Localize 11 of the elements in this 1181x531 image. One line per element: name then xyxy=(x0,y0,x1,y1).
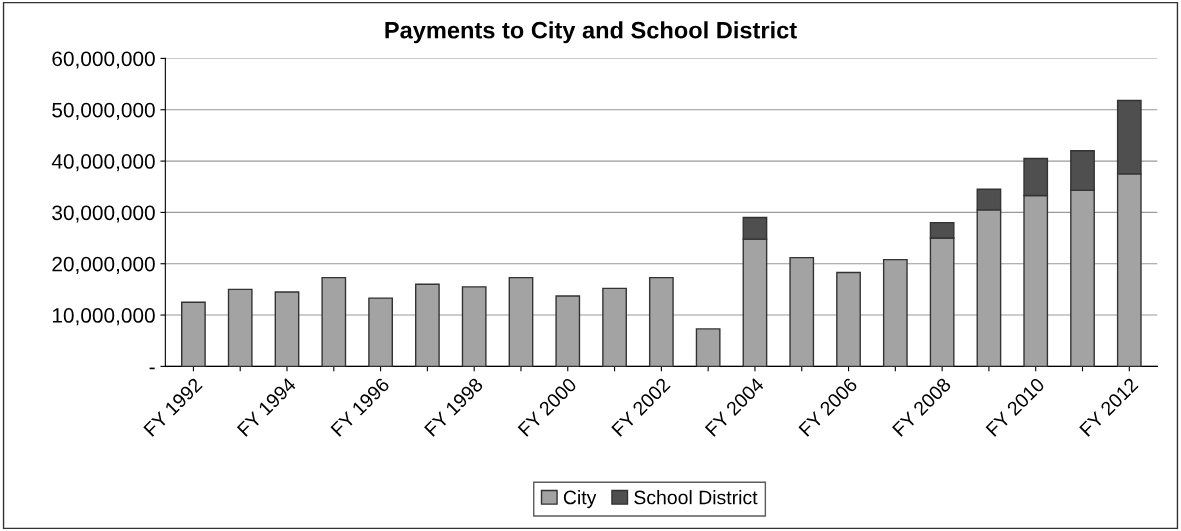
y-tick-label: 20,000,000 xyxy=(52,256,155,274)
legend-label: School District xyxy=(634,490,758,505)
legend-label: City xyxy=(563,490,597,509)
y-tick-label: 60,000,000 xyxy=(52,51,155,69)
y-tick-label: 30,000,000 xyxy=(52,205,155,223)
chart-title: Payments to City and School District xyxy=(385,21,797,44)
bar xyxy=(695,328,721,367)
y-tick-label: 10,000,000 xyxy=(52,308,155,326)
y-tick-label: 40,000,000 xyxy=(51,154,155,172)
y-tick-label: 50,000,000 xyxy=(52,102,155,120)
y-tick-label: - xyxy=(149,367,155,370)
